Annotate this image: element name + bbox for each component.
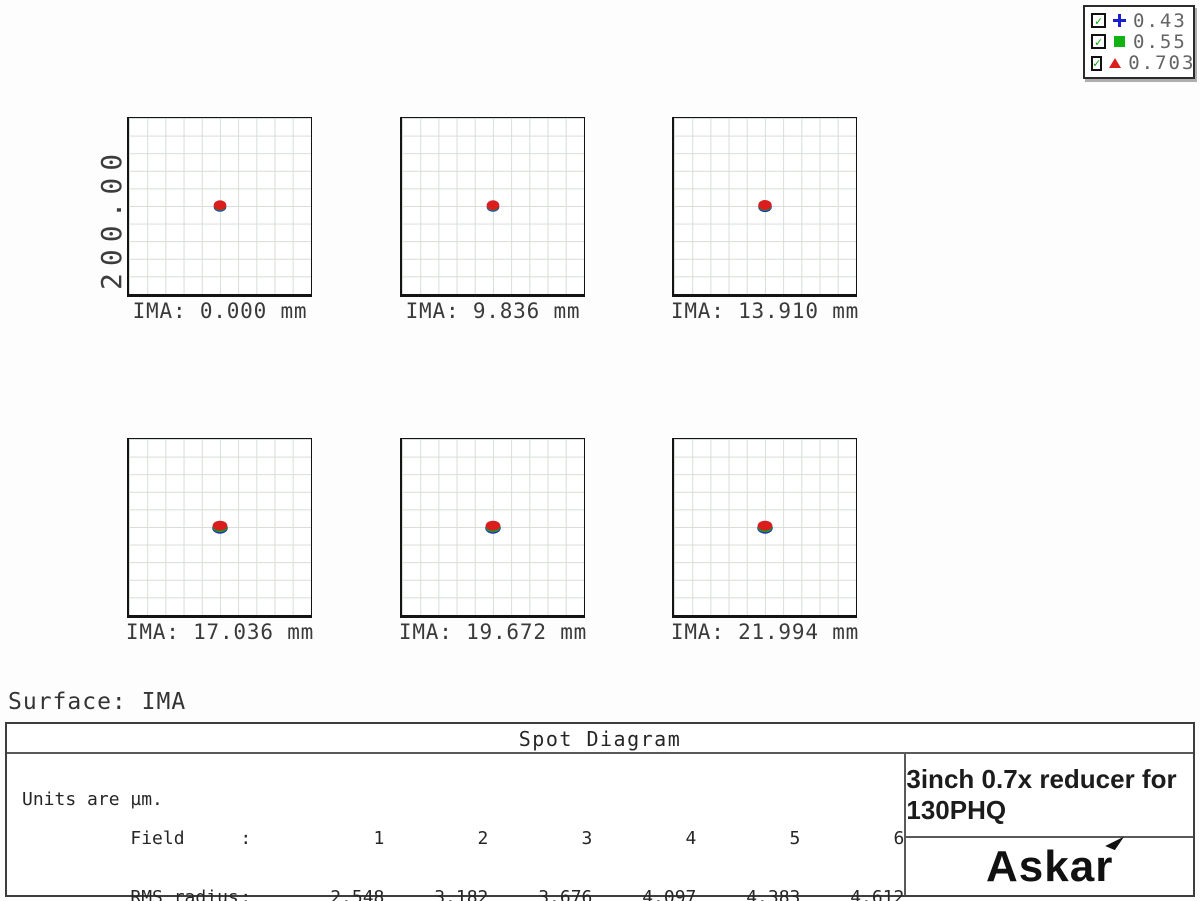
units-line: Units are µm. (22, 789, 163, 810)
ima-label-field-2: IMA: 9.836 mm (405, 299, 581, 323)
square-marker-icon (1113, 35, 1126, 48)
spot-plot-field-5 (400, 438, 585, 618)
spot-plot-field-6 (672, 438, 857, 618)
plus-marker-icon (1113, 14, 1126, 28)
spot-blob-icon (757, 520, 773, 534)
legend-wavelength-label: 0.55 (1133, 30, 1187, 53)
spot-blob-icon (213, 200, 227, 212)
spot-blob-icon (758, 200, 772, 213)
surface-label: Surface: IMA (8, 689, 187, 715)
legend-wavelength-label: 0.703 (1128, 52, 1196, 75)
spot-blob-icon (486, 200, 500, 212)
checkbox-checked-icon[interactable]: ✓ (1091, 13, 1106, 29)
spot-blob-icon (212, 520, 228, 534)
branding-panel: 3inch 0.7x reducer for 130PHQ Askar (904, 754, 1193, 895)
legend-wavelength-label: 0.43 (1133, 9, 1187, 32)
askar-logo: Askar (906, 838, 1193, 895)
legend-item-0.43: ✓ 0.43 (1091, 9, 1187, 32)
statistics-panel: Units are µm. Field:1 2 3 4 5 6 RMS radius: 2.… (7, 754, 905, 901)
triangle-marker-icon (1109, 57, 1122, 70)
legend-item-0.55: ✓ 0.55 (1091, 30, 1187, 53)
ima-label-field-1: IMA: 0.000 mm (132, 299, 308, 323)
spot-plot-field-4 (127, 438, 312, 618)
askar-logo-text: Askar (986, 841, 1114, 891)
product-name: 3inch 0.7x reducer for 130PHQ (906, 754, 1193, 838)
ima-label-field-4: IMA: 17.036 mm (125, 620, 315, 644)
rms-radius-row: RMS radius: 2.548 3.182 3.676 4.097 4.383 4.61… (130, 886, 905, 901)
report-title: Spot Diagram (7, 724, 1193, 754)
scale-bar-label: 200.00 (95, 146, 128, 290)
wavelength-legend: ✓ 0.43 ✓ 0.55 ✓ 0.703 (1083, 5, 1195, 79)
spot-plot-field-2 (400, 117, 585, 297)
spot-plot-field-1 (127, 117, 312, 297)
report-table: Spot Diagram Units are µm. Field:1 2 3 4 5 6 … (5, 722, 1195, 901)
ima-label-field-6: IMA: 21.994 mm (670, 620, 860, 644)
checkbox-checked-icon[interactable]: ✓ (1091, 55, 1103, 71)
checkbox-checked-icon[interactable]: ✓ (1091, 34, 1106, 50)
field-row: Field:1 2 3 4 5 6 (130, 828, 905, 849)
spot-plot-field-3 (672, 117, 857, 297)
ima-label-field-3: IMA: 13.910 mm (670, 299, 860, 323)
ima-label-field-5: IMA: 19.672 mm (398, 620, 588, 644)
spot-blob-icon (485, 520, 501, 534)
legend-item-0.703: ✓ 0.703 (1091, 52, 1193, 74)
